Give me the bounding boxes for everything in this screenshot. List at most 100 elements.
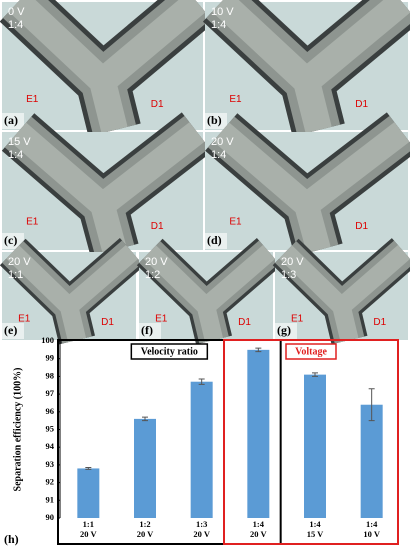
channel-center <box>8 0 206 134</box>
error-bar <box>255 347 262 353</box>
y-tick-label: 90 <box>46 512 55 522</box>
group-label: Voltage <box>295 346 327 357</box>
group-box <box>57 339 282 545</box>
bar <box>360 404 383 518</box>
channel-center <box>279 245 410 343</box>
y-tick-label: 94 <box>46 441 55 451</box>
panel-tag: (e) <box>4 323 17 337</box>
voltage-label: 20 V <box>281 256 304 268</box>
panel-tag: (f) <box>141 323 153 337</box>
inlet-label: E1 <box>26 216 39 227</box>
ratio-label: 1:4 <box>211 149 226 161</box>
x-tick-label: 20 V <box>137 529 154 539</box>
outlet-label: D1 <box>101 317 114 328</box>
micrograph-panel: 20 V1:3 E1 D1 (g) <box>272 238 410 345</box>
x-tick-label: 1:4 <box>309 519 321 529</box>
error-bar <box>198 378 205 385</box>
y-tick-label: 92 <box>46 477 55 487</box>
inlet-label: E1 <box>155 314 168 325</box>
tag-background <box>139 323 161 339</box>
channel-center <box>143 245 276 343</box>
outlet-label: D1 <box>151 99 164 110</box>
panel-tag: (b) <box>207 113 222 127</box>
outlet-label: D1 <box>355 99 368 110</box>
micrograph-panel: 20 V1:4 E1 D1 (d) <box>205 112 410 257</box>
bar <box>247 349 270 518</box>
voltage-label: 10 V <box>211 6 234 18</box>
voltage-label: 20 V <box>145 256 168 268</box>
tag-background <box>2 323 24 339</box>
channel-center <box>213 122 410 254</box>
x-tick-label: 1:1 <box>83 519 94 529</box>
inlet-label: E1 <box>18 314 31 325</box>
y-tick-label: 95 <box>46 423 55 433</box>
voltage-label: 20 V <box>8 256 31 268</box>
tag-background <box>275 323 297 339</box>
error-bar <box>368 388 375 422</box>
x-tick-label: 15 V <box>307 529 324 539</box>
channel-center <box>9 122 205 254</box>
y-tick-label: 91 <box>46 494 55 504</box>
panel-tag: (a) <box>4 113 18 127</box>
group-label-box <box>130 343 209 360</box>
x-tick-label: 1:2 <box>139 519 150 529</box>
error-bar <box>312 372 318 377</box>
voltage-label: 0 V <box>8 6 25 18</box>
tag-background <box>2 233 24 249</box>
micrograph-panel: 20 V1:1 E1 D1 (e) <box>0 238 145 345</box>
voltage-label: 20 V <box>211 136 234 148</box>
outlet-label: D1 <box>373 317 386 328</box>
error-bar <box>85 467 92 470</box>
micrograph-panel: 15 V1:4 E1 D1 (c) <box>1 112 213 257</box>
x-tick-label: 1:4 <box>253 519 265 529</box>
tag-background <box>205 113 227 129</box>
ratio-label: 1:4 <box>8 149 23 161</box>
y-tick-label: 98 <box>46 370 55 380</box>
ratio-label: 1:4 <box>8 19 23 31</box>
y-tick-label: 99 <box>46 353 55 363</box>
outlet-label: D1 <box>355 221 368 232</box>
tag-background <box>205 233 227 249</box>
x-tick-label: 20 V <box>193 529 210 539</box>
bar <box>190 381 213 518</box>
y-tick-label: 100 <box>41 335 54 345</box>
bar <box>304 374 326 518</box>
inlet-label: E1 <box>26 94 39 105</box>
ratio-label: 1:1 <box>8 269 23 281</box>
bar <box>77 468 100 518</box>
bar <box>134 418 156 518</box>
group-label-box <box>285 343 337 360</box>
y-axis-label: Separation efficiency (100%) <box>12 368 23 492</box>
x-tick-label: 10 V <box>363 529 380 539</box>
micrograph-panel: 0 V1:4 E1 D1 (a) <box>0 0 215 137</box>
inlet-label: E1 <box>291 314 304 325</box>
ratio-label: 1:3 <box>281 269 296 281</box>
inlet-label: E1 <box>229 94 242 105</box>
panel-tag: (g) <box>277 323 291 337</box>
x-tick-label: 20 V <box>250 529 267 539</box>
outlet-label: D1 <box>151 221 164 232</box>
voltage-label: 15 V <box>8 136 31 148</box>
ratio-label: 1:2 <box>145 269 160 281</box>
x-tick-label: 20 V <box>80 529 97 539</box>
chart-tag: (h) <box>4 532 19 546</box>
x-tick-label: 1:4 <box>366 519 378 529</box>
panel-tag: (c) <box>4 233 17 247</box>
y-tick-label: 93 <box>46 459 55 469</box>
micrograph-panel: 20 V1:2 E1 D1 (f) <box>136 238 282 345</box>
outlet-label: D1 <box>238 317 251 328</box>
micrograph-panel: 10 V1:4 E1 D1 (b) <box>202 0 410 137</box>
group-label: Velocity ratio <box>141 346 198 357</box>
x-tick-label: 1:3 <box>196 519 207 529</box>
y-tick-label: 96 <box>46 406 55 416</box>
tag-background <box>2 113 24 129</box>
ratio-label: 1:4 <box>211 19 226 31</box>
channel-center <box>212 0 410 134</box>
panel-tag: (d) <box>207 233 222 247</box>
error-bar <box>142 416 148 422</box>
group-box <box>223 339 399 545</box>
y-tick-label: 97 <box>46 388 55 398</box>
channel-center <box>6 245 139 343</box>
inlet-label: E1 <box>229 216 242 227</box>
